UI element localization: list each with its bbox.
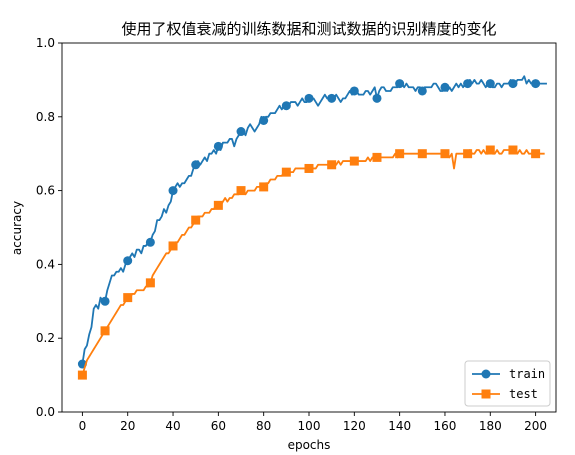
- train-point: [304, 93, 314, 103]
- test-point: [123, 293, 133, 303]
- test-point: [145, 278, 155, 288]
- train-point: [372, 93, 382, 103]
- test-point: [440, 149, 450, 159]
- train-point: [440, 82, 450, 92]
- x-tick-label: 40: [165, 419, 180, 433]
- train-point: [145, 237, 155, 247]
- test-point: [259, 182, 269, 192]
- axes-layer: 0 20 40 60 80 100 120 140 160 180 200 0.0 0.2 0.4 0.6 0…: [36, 36, 557, 433]
- plot-area: [62, 43, 556, 412]
- test-point: [281, 167, 291, 177]
- test-point: [349, 156, 359, 166]
- train-point: [191, 160, 201, 170]
- y-tick-label: 0.8: [36, 110, 55, 124]
- x-axis-label: epochs: [288, 438, 331, 452]
- legend-marker-test: [481, 389, 491, 399]
- series-layer: [77, 75, 547, 380]
- train-point: [463, 79, 473, 89]
- y-tick-label: 0.6: [36, 184, 55, 198]
- y-tick-label: 0.2: [36, 331, 55, 345]
- x-tick-label: 80: [256, 419, 271, 433]
- legend-label-test: test: [509, 387, 538, 401]
- test-point: [372, 152, 382, 162]
- y-tick-label: 0.4: [36, 257, 55, 271]
- train-point: [281, 101, 291, 111]
- x-tick-label: 120: [343, 419, 366, 433]
- test-point: [531, 149, 541, 159]
- train-point: [168, 186, 178, 196]
- test-point: [236, 186, 246, 196]
- test-point: [100, 326, 110, 336]
- x-tick-label: 140: [388, 419, 411, 433]
- y-tick-label: 1.0: [36, 36, 55, 50]
- test-point: [463, 149, 473, 159]
- x-tick-label: 200: [524, 419, 547, 433]
- train-point: [236, 127, 246, 137]
- legend-marker-train: [481, 369, 491, 379]
- train-point: [417, 86, 427, 96]
- test-point: [508, 145, 518, 155]
- test-point: [191, 215, 201, 225]
- train-point: [327, 93, 337, 103]
- test-point: [327, 160, 337, 170]
- test-point: [485, 145, 495, 155]
- train-point: [485, 79, 495, 89]
- train-point: [100, 296, 110, 306]
- legend-label-train: train: [509, 367, 545, 381]
- test-point: [168, 241, 178, 251]
- train-point: [349, 86, 359, 96]
- y-axis-label: accuracy: [10, 201, 24, 255]
- test-point: [395, 149, 405, 159]
- legend: train test: [464, 360, 551, 407]
- test-point: [417, 149, 427, 159]
- chart-title: 使用了权值衰减的训练数据和测试数据的识别精度的变化: [121, 20, 496, 38]
- x-tick-label: 20: [120, 419, 135, 433]
- train-point: [395, 79, 405, 89]
- y-tick-label: 0.0: [36, 405, 55, 419]
- x-tick-label: 180: [479, 419, 502, 433]
- train-point: [123, 256, 133, 266]
- test-point: [77, 370, 87, 380]
- test-point: [213, 200, 223, 210]
- x-tick-label: 0: [79, 419, 87, 433]
- train-point: [531, 79, 541, 89]
- train-point: [259, 115, 269, 125]
- test-point: [304, 163, 314, 173]
- train-point: [213, 141, 223, 151]
- train-point: [508, 79, 518, 89]
- x-tick-label: 160: [434, 419, 457, 433]
- x-tick-label: 60: [211, 419, 226, 433]
- x-tick-label: 100: [298, 419, 321, 433]
